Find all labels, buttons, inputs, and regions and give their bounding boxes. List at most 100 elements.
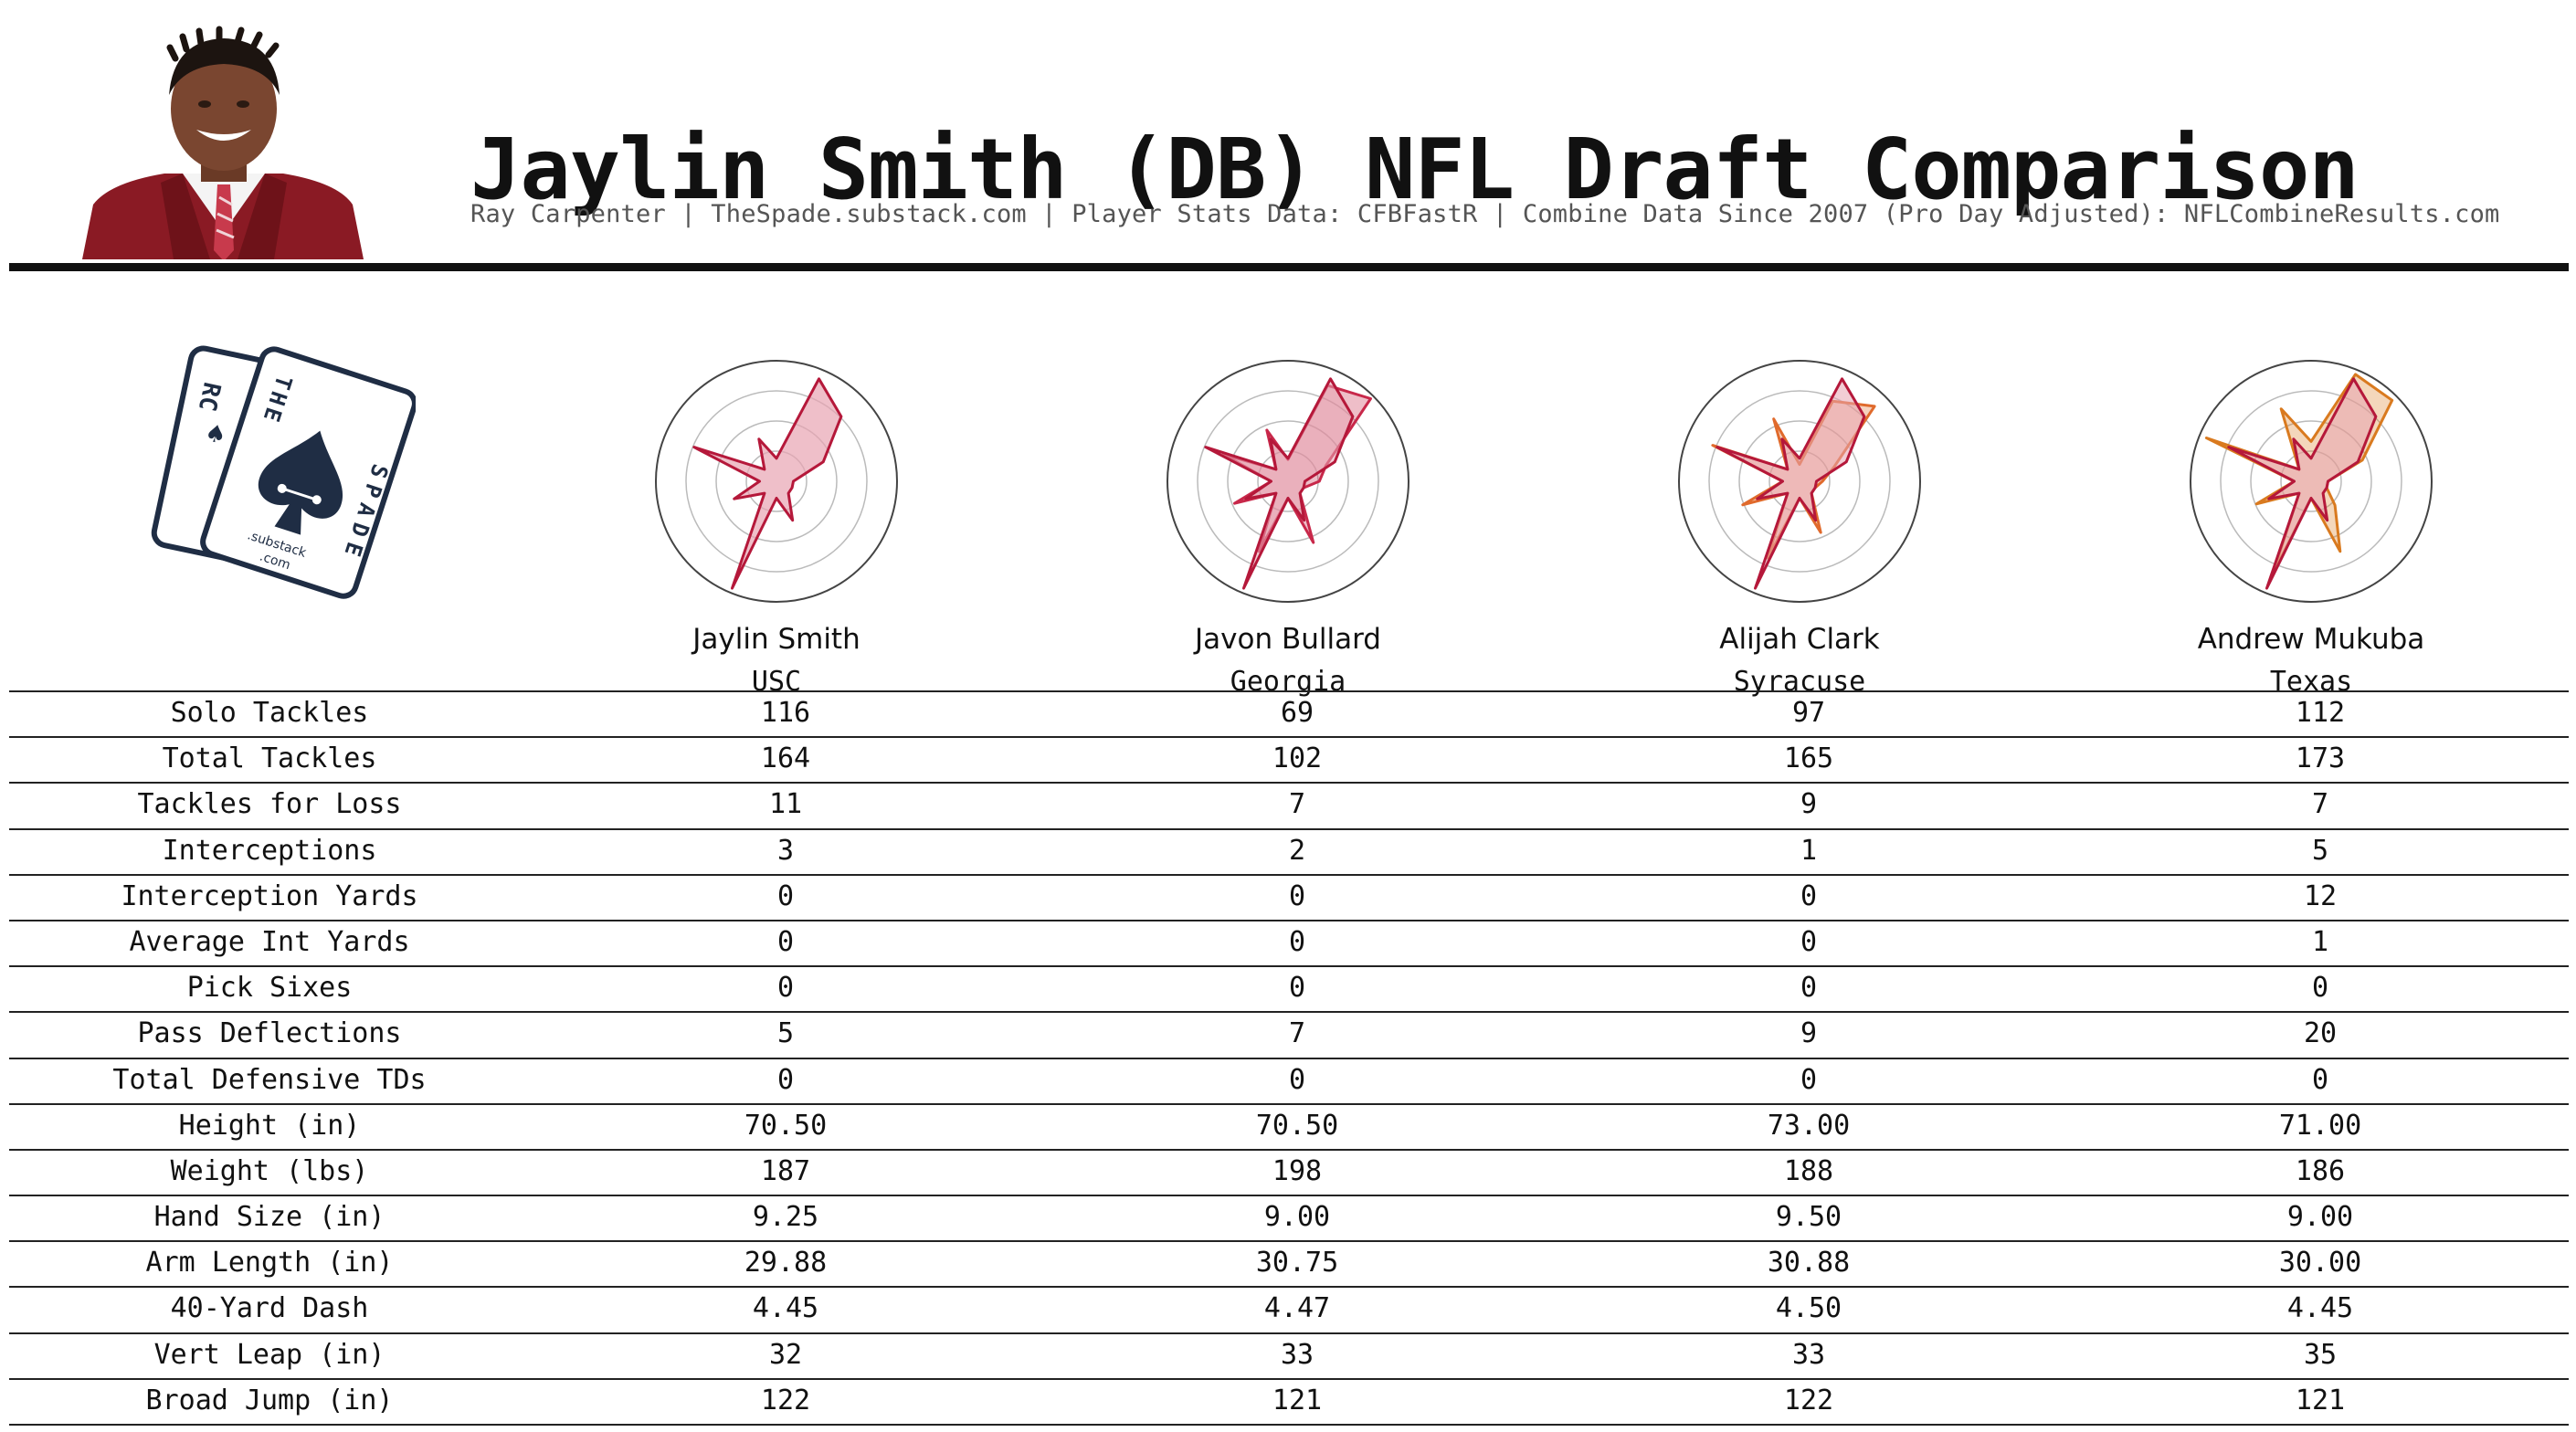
stat-label: Pick Sixes xyxy=(186,972,353,1005)
page-title: Jaylin Smith (DB) NFL Draft Comparison xyxy=(470,120,2360,218)
player-column: Andrew Mukuba Texas xyxy=(2055,349,2567,705)
radar-ring xyxy=(1738,420,1861,542)
player-column: Alijah Clark Syracuse xyxy=(1544,349,2055,705)
stat-value: 4.50 xyxy=(1775,1292,1842,1325)
stat-value: 0 xyxy=(1800,972,1818,1005)
stat-value: 0 xyxy=(1288,879,1306,912)
stat-value: 116 xyxy=(760,697,811,729)
table-row: 40-Yard Dash 4.45 4.47 4.50 4.45 xyxy=(9,1288,2569,1334)
stat-value: 69 xyxy=(1280,697,1314,729)
stat-value: 122 xyxy=(1783,1384,1834,1416)
stat-value: 164 xyxy=(760,742,811,775)
stat-value: 4.45 xyxy=(2286,1292,2354,1325)
stat-value: 187 xyxy=(760,1154,811,1187)
radar-outer-ring xyxy=(1678,360,1921,603)
radar-outer-ring xyxy=(1167,360,1409,603)
stat-value: 0 xyxy=(776,1063,795,1096)
table-row: Vert Leap (in) 32 33 33 35 xyxy=(9,1334,2569,1380)
stat-value: 70.50 xyxy=(1255,1109,1339,1142)
stat-label: Pass Deflections xyxy=(137,1017,402,1050)
stat-value: 0 xyxy=(776,879,795,912)
stat-value: 9.00 xyxy=(2286,1201,2354,1234)
stat-value: 30.88 xyxy=(1767,1247,1851,1279)
stat-label: 40-Yard Dash xyxy=(170,1292,369,1325)
stat-label: Total Defensive TDs xyxy=(112,1063,427,1096)
radar-ring xyxy=(685,390,868,573)
stat-value: 4.45 xyxy=(752,1292,819,1325)
stat-value: 30.75 xyxy=(1255,1247,1339,1279)
radar-series-jaylin-smith xyxy=(692,377,843,590)
stat-value: 165 xyxy=(1783,742,1834,775)
stat-value: 173 xyxy=(2295,742,2346,775)
stat-label: Vert Leap (in) xyxy=(153,1338,385,1371)
stat-value: 0 xyxy=(776,925,795,958)
radar-ring xyxy=(1768,450,1831,512)
radar-ring xyxy=(1197,390,1379,573)
player-name: Jaylin Smith xyxy=(692,623,860,656)
player-school: USC xyxy=(751,666,802,698)
source-credits: Ray Carpenter | TheSpade.substack.com | … xyxy=(470,200,2500,228)
radar-outer-ring xyxy=(655,360,898,603)
table-row: Solo Tackles 116 69 97 112 xyxy=(9,692,2569,739)
stat-value: 73.00 xyxy=(1767,1109,1851,1142)
stat-value: 112 xyxy=(2295,697,2346,729)
player-column: Javon Bullard Georgia xyxy=(1032,349,1544,705)
stat-value: 198 xyxy=(1272,1154,1323,1187)
player-school: Syracuse xyxy=(1733,666,1866,698)
stat-value: 9.25 xyxy=(752,1201,819,1234)
stat-value: 30.00 xyxy=(2278,1247,2362,1279)
stat-value: 0 xyxy=(1288,925,1306,958)
the-spade-logo: RC ♠ THE SPADE .substack .com xyxy=(151,345,416,599)
stat-value: 20 xyxy=(2303,1017,2338,1050)
radar-series-jaylin-smith xyxy=(2227,377,2378,590)
radar-series-jaylin-smith xyxy=(1716,377,1866,590)
player-headshot xyxy=(82,26,364,259)
stat-label: Weight (lbs) xyxy=(170,1154,369,1187)
stat-value: 29.88 xyxy=(744,1247,828,1279)
radar-ring xyxy=(745,450,808,512)
stat-value: 97 xyxy=(1791,697,1826,729)
stat-label: Broad Jump (in) xyxy=(145,1384,394,1416)
player-name: Alijah Clark xyxy=(1719,623,1880,656)
table-row: Average Int Yards 0 0 0 1 xyxy=(9,921,2569,968)
stat-value: 33 xyxy=(1791,1338,1826,1371)
stat-value: 12 xyxy=(2303,879,2338,912)
stat-value: 0 xyxy=(1800,879,1818,912)
stat-label: Solo Tackles xyxy=(170,697,369,729)
stat-value: 122 xyxy=(760,1384,811,1416)
table-row: Broad Jump (in) 122 121 122 121 xyxy=(9,1380,2569,1426)
stat-value: 33 xyxy=(1280,1338,1314,1371)
table-row: Hand Size (in) 9.25 9.00 9.50 9.00 xyxy=(9,1196,2569,1243)
stat-label: Hand Size (in) xyxy=(153,1201,385,1234)
radar-ring xyxy=(2220,390,2402,573)
table-row: Total Defensive TDs 0 0 0 0 xyxy=(9,1059,2569,1105)
table-row: Height (in) 70.50 70.50 73.00 71.00 xyxy=(9,1105,2569,1151)
table-row: Total Tackles 164 102 165 173 xyxy=(9,738,2569,784)
player-name: Andrew Mukuba xyxy=(2197,623,2425,656)
table-row: Interceptions 3 2 1 5 xyxy=(9,830,2569,876)
stat-value: 5 xyxy=(776,1017,795,1050)
stat-value: 102 xyxy=(1272,742,1323,775)
stat-label: Interception Yards xyxy=(121,879,418,912)
stat-value: 0 xyxy=(2311,972,2329,1005)
stat-value: 7 xyxy=(1288,788,1306,821)
stat-value: 2 xyxy=(1288,834,1306,867)
table-row: Tackles for Loss 11 7 9 7 xyxy=(9,784,2569,830)
logo-letter-r: RC xyxy=(193,380,226,414)
stat-value: 70.50 xyxy=(744,1109,828,1142)
stat-value: 0 xyxy=(2311,1063,2329,1096)
stat-label: Tackles for Loss xyxy=(137,788,402,821)
radar-ring xyxy=(715,420,838,542)
stat-value: 9.00 xyxy=(1263,1201,1331,1234)
stat-label: Interceptions xyxy=(162,834,377,867)
stat-value: 0 xyxy=(1800,1063,1818,1096)
stat-value: 9.50 xyxy=(1775,1201,1842,1234)
stat-value: 7 xyxy=(1288,1017,1306,1050)
stat-value: 71.00 xyxy=(2278,1109,2362,1142)
stat-label: Average Int Yards xyxy=(129,925,410,958)
player-name: Javon Bullard xyxy=(1195,623,1381,656)
player-column: Jaylin Smith USC xyxy=(521,349,1032,705)
stat-value: 32 xyxy=(768,1338,803,1371)
stat-value: 0 xyxy=(1288,1063,1306,1096)
radar-ring xyxy=(1708,390,1891,573)
